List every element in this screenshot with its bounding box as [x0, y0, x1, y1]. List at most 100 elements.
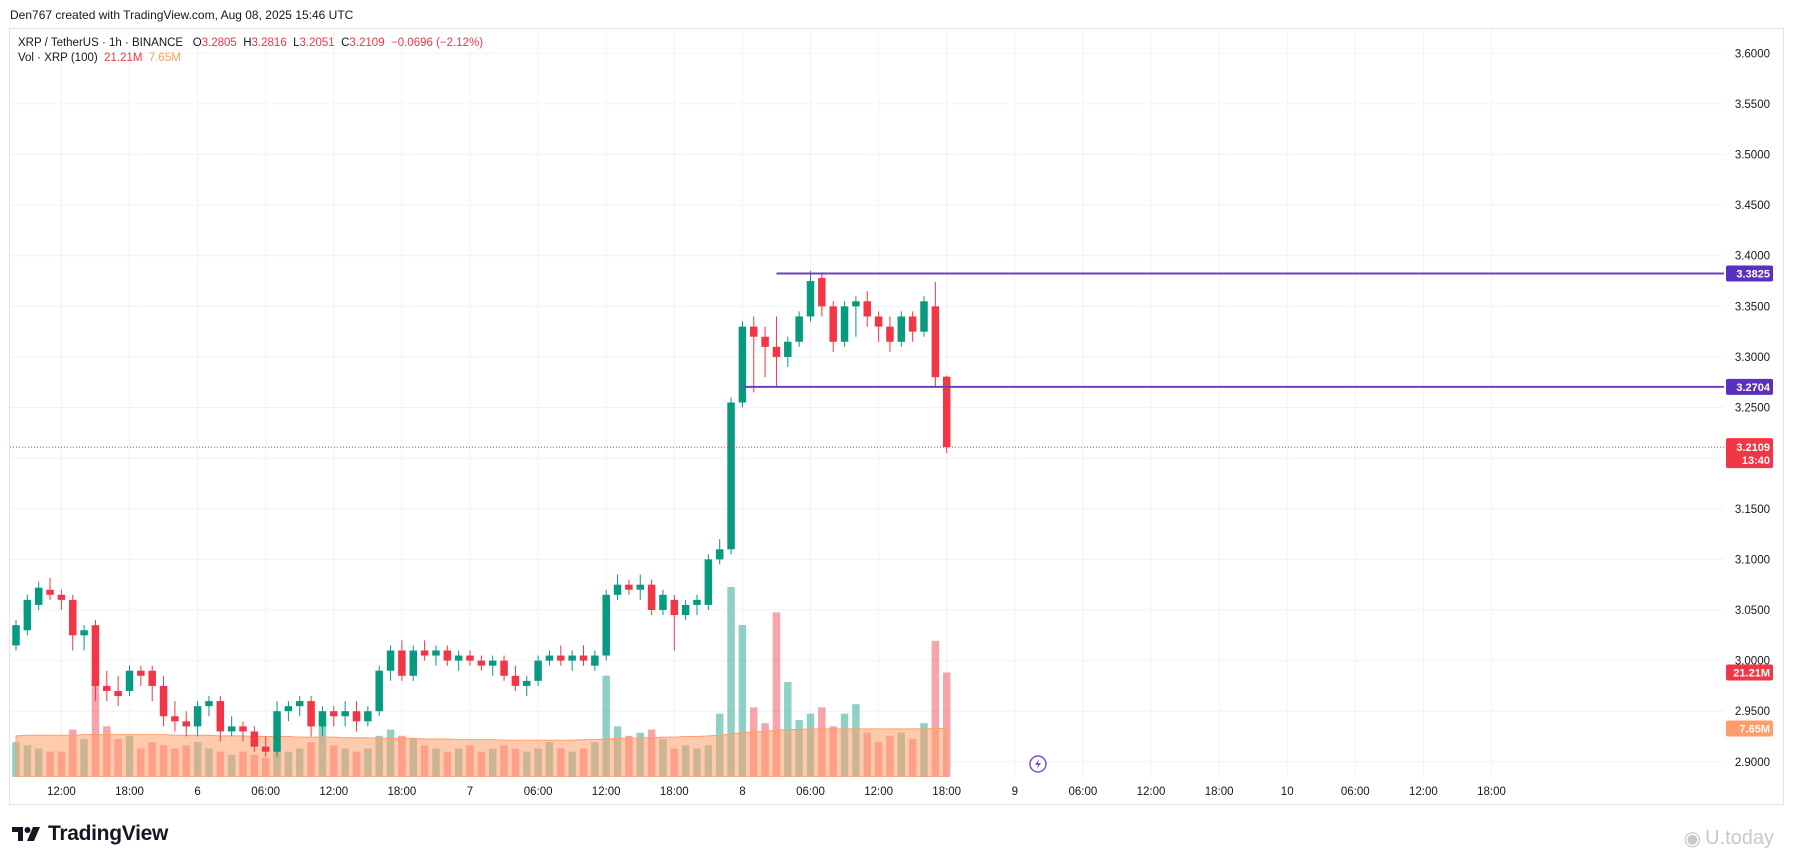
time-tick-label: 12:00	[47, 786, 76, 798]
symbol-name[interactable]: XRP / TetherUS · 1h · BINANCE	[18, 37, 184, 49]
candle-down	[874, 311, 883, 342]
candle-up	[636, 574, 644, 600]
volume-legend-row[interactable]: Vol · XRP (100) 21.21M 7.65M	[18, 51, 483, 66]
time-tick-label: 06:00	[1341, 786, 1370, 798]
candle-up	[840, 301, 849, 347]
volume-badge-text: 21.21M	[1733, 668, 1770, 680]
time-tick-label: 12:00	[1409, 786, 1438, 798]
candle-up	[897, 311, 906, 347]
candle-down	[863, 291, 871, 327]
price-axis[interactable]: 3.6000 3.5500 3.5000 3.4500 3.4000 3.3500 3.30…	[1735, 48, 1770, 769]
candle-body	[91, 625, 100, 686]
candle-body	[738, 326, 747, 403]
volume-value: 21.21M	[104, 52, 143, 64]
price-tick-label: 2.9500	[1735, 706, 1770, 718]
candle-body	[409, 650, 417, 676]
horizontal-levels[interactable]	[10, 272, 1724, 448]
candle-body	[352, 711, 361, 722]
candle-up	[920, 296, 928, 337]
candle-down	[942, 375, 951, 454]
candle-down	[261, 736, 270, 757]
candle-body	[477, 660, 486, 666]
candle-body	[591, 655, 599, 666]
candle-down	[91, 620, 100, 702]
candlesticks	[12, 270, 951, 757]
candle-body	[863, 301, 871, 317]
candle-up	[193, 701, 202, 737]
candle-body	[761, 336, 769, 347]
tradingview-logo[interactable]: TradingView	[12, 822, 168, 846]
candle-body	[534, 660, 542, 681]
volume-bar	[931, 640, 940, 777]
lightning-icon[interactable]	[1029, 755, 1047, 773]
candle-body	[670, 599, 679, 616]
candle-up	[534, 655, 542, 686]
candle-up	[227, 716, 236, 737]
time-tick-label: 6	[194, 786, 200, 798]
candle-up	[806, 270, 815, 322]
candle-up	[681, 599, 690, 621]
candle-body	[364, 711, 372, 722]
symbol-legend-row[interactable]: XRP / TetherUS · 1h · BINANCE O3.2805 H3…	[18, 36, 483, 51]
candle-body	[159, 685, 168, 717]
candle-down	[103, 670, 111, 702]
candle-up	[125, 665, 134, 697]
volume-bar	[738, 625, 747, 777]
candle-body	[12, 625, 20, 646]
candle-body	[193, 706, 202, 727]
candle-down	[182, 711, 190, 737]
time-tick-label: 12:00	[592, 786, 621, 798]
candle-body	[296, 701, 304, 707]
candle-down	[761, 326, 769, 378]
candle-body	[931, 306, 940, 378]
volume-ma-badge-text: 7.65M	[1739, 724, 1770, 736]
candle-body	[500, 660, 508, 676]
candle-up	[454, 650, 463, 671]
candle-body	[103, 685, 111, 691]
candle-down	[57, 589, 66, 610]
candle-down	[886, 316, 894, 352]
candle-down	[772, 316, 781, 388]
close-value: 3.2109	[349, 37, 385, 49]
candle-up	[341, 701, 349, 727]
candle-body	[693, 599, 701, 605]
candle-body	[23, 599, 32, 631]
candle-up	[23, 594, 32, 636]
candle-body	[69, 599, 77, 636]
candle-body	[125, 670, 134, 691]
candle-body	[182, 721, 190, 727]
candle-body	[568, 655, 576, 661]
candle-body	[171, 716, 179, 722]
close-label: C	[341, 37, 350, 49]
volume-indicator-name[interactable]: Vol · XRP (100)	[18, 52, 98, 64]
time-tick-label: 18:00	[115, 786, 144, 798]
last-price-badge	[1726, 438, 1773, 469]
candle-up	[318, 706, 327, 737]
candle-body	[137, 670, 145, 676]
candle-body	[432, 650, 440, 656]
candle-up	[34, 581, 43, 610]
time-axis[interactable]: 12:00 18:00 6 06:00 12:00 18:00 7 06:00 12:00 18:…	[47, 786, 1506, 798]
utoday-watermark: ◉ U.today	[1684, 826, 1774, 851]
candle-up	[205, 696, 213, 717]
volume-bar	[727, 587, 735, 777]
candle-body	[625, 584, 633, 590]
time-tick-label: 18:00	[1477, 786, 1506, 798]
candle-body	[466, 655, 474, 661]
candle-down	[647, 579, 656, 616]
candle-down	[250, 726, 259, 752]
candle-body	[261, 746, 270, 752]
candle-body	[920, 301, 928, 332]
candle-up	[613, 574, 622, 600]
candle-down	[750, 316, 758, 393]
candle-down	[477, 655, 486, 671]
candle-body	[557, 655, 565, 661]
candle-down	[829, 301, 837, 352]
candle-down	[931, 282, 940, 388]
candle-up	[12, 620, 20, 651]
candle-body	[114, 690, 122, 697]
watermark-icon: ◉	[1683, 828, 1702, 850]
tradingview-logo-icon	[12, 827, 40, 841]
candle-body	[715, 549, 724, 560]
